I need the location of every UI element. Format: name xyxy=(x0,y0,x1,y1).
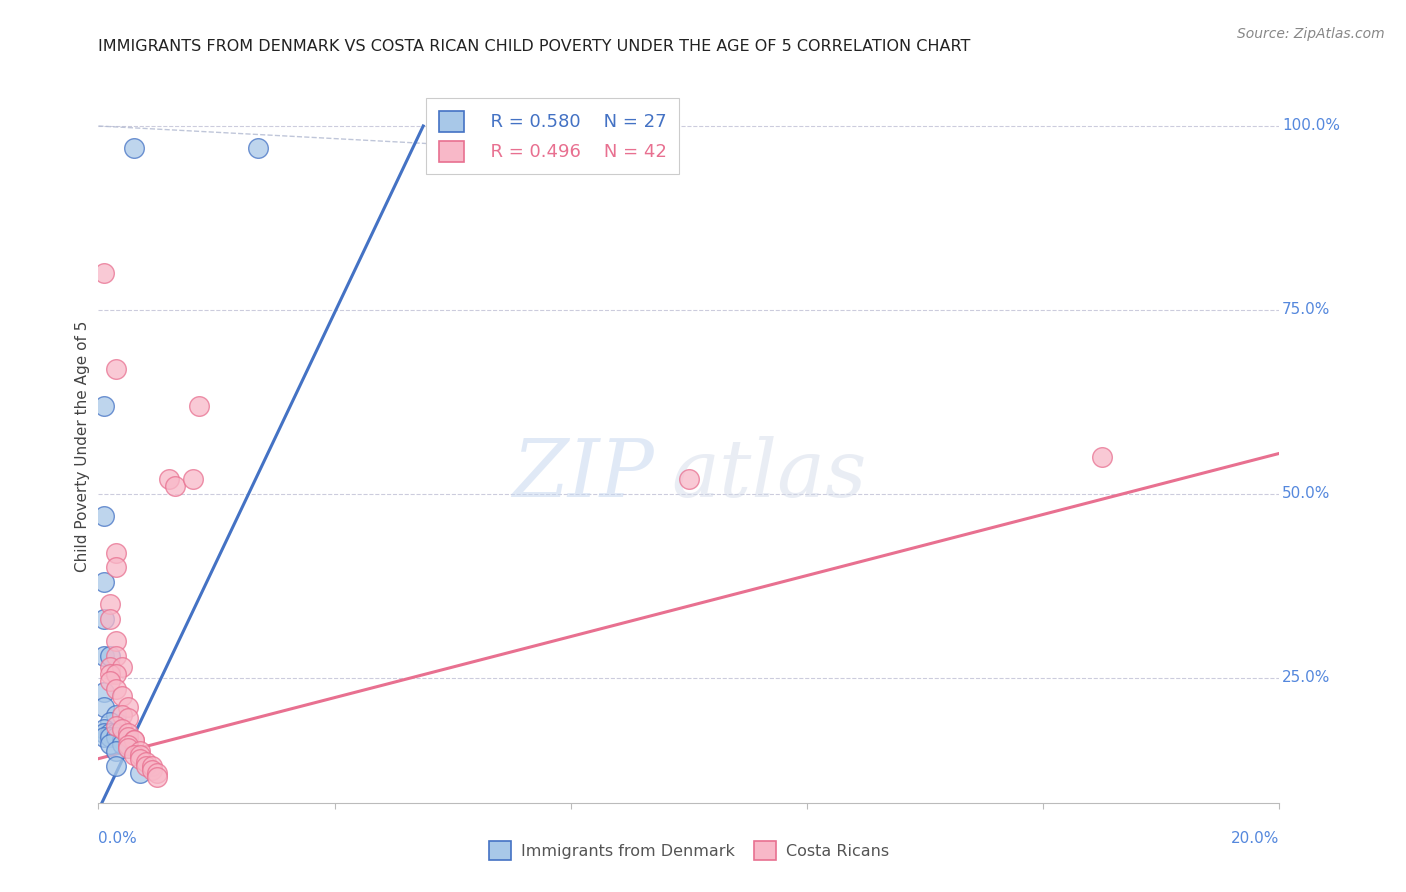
Point xyxy=(111,689,134,703)
Point xyxy=(128,752,150,766)
Point xyxy=(122,747,145,762)
Point xyxy=(98,714,121,729)
Point xyxy=(93,685,115,699)
Point xyxy=(93,726,115,740)
Point xyxy=(122,733,145,747)
Text: 0.0%: 0.0% xyxy=(98,831,138,847)
Point xyxy=(98,667,121,681)
Point xyxy=(141,763,163,777)
Point xyxy=(117,726,139,740)
Point xyxy=(105,759,128,773)
Point xyxy=(98,726,121,740)
Point xyxy=(181,472,204,486)
Point xyxy=(146,766,169,780)
Text: Source: ZipAtlas.com: Source: ZipAtlas.com xyxy=(1237,27,1385,41)
Point xyxy=(105,634,128,648)
Text: ZIP: ZIP xyxy=(512,436,654,513)
Point xyxy=(678,472,700,486)
Point xyxy=(93,648,115,663)
Point xyxy=(93,399,115,413)
Point xyxy=(146,770,169,784)
Point xyxy=(128,744,150,758)
Point xyxy=(157,472,180,486)
Point xyxy=(93,730,115,744)
Point xyxy=(105,744,128,758)
Point xyxy=(128,766,150,780)
Point xyxy=(105,718,128,732)
Legend: Immigrants from Denmark, Costa Ricans: Immigrants from Denmark, Costa Ricans xyxy=(482,835,896,866)
Point xyxy=(93,612,115,626)
Point xyxy=(98,737,121,751)
Point xyxy=(135,759,157,773)
Point xyxy=(117,739,139,753)
Point xyxy=(98,612,121,626)
Point xyxy=(98,597,121,611)
Point xyxy=(111,737,134,751)
Point xyxy=(117,700,139,714)
Point xyxy=(93,700,115,714)
Point xyxy=(105,730,128,744)
Text: atlas: atlas xyxy=(671,436,866,513)
Point xyxy=(122,141,145,155)
Point xyxy=(117,730,139,744)
Point xyxy=(117,711,139,725)
Point xyxy=(105,560,128,574)
Point xyxy=(122,733,145,747)
Point xyxy=(111,723,134,737)
Text: IMMIGRANTS FROM DENMARK VS COSTA RICAN CHILD POVERTY UNDER THE AGE OF 5 CORRELAT: IMMIGRANTS FROM DENMARK VS COSTA RICAN C… xyxy=(98,38,970,54)
Point xyxy=(93,575,115,590)
Point xyxy=(105,361,128,376)
Point xyxy=(117,740,139,755)
Point xyxy=(105,648,128,663)
Point xyxy=(135,756,157,770)
Point xyxy=(105,667,128,681)
Point xyxy=(128,747,150,762)
Point xyxy=(93,723,115,737)
Text: 25.0%: 25.0% xyxy=(1282,670,1330,685)
Point xyxy=(93,508,115,523)
Point xyxy=(98,659,121,673)
Point xyxy=(117,740,139,755)
Point xyxy=(105,726,128,740)
Point xyxy=(111,659,134,673)
Point xyxy=(93,266,115,280)
Point xyxy=(98,648,121,663)
Point xyxy=(105,546,128,560)
Point xyxy=(246,141,269,155)
Point xyxy=(111,733,134,747)
Point xyxy=(105,707,128,722)
Text: 75.0%: 75.0% xyxy=(1282,302,1330,318)
Text: 100.0%: 100.0% xyxy=(1282,119,1340,134)
Point xyxy=(141,759,163,773)
Point xyxy=(165,479,187,493)
Point xyxy=(98,674,121,689)
Text: 50.0%: 50.0% xyxy=(1282,486,1330,501)
Point xyxy=(98,730,121,744)
Y-axis label: Child Poverty Under the Age of 5: Child Poverty Under the Age of 5 xyxy=(75,320,90,572)
Point xyxy=(187,399,209,413)
Point xyxy=(1091,450,1114,464)
Point xyxy=(105,681,128,696)
Point xyxy=(117,733,139,747)
Point xyxy=(111,707,134,722)
Text: 20.0%: 20.0% xyxy=(1232,831,1279,847)
